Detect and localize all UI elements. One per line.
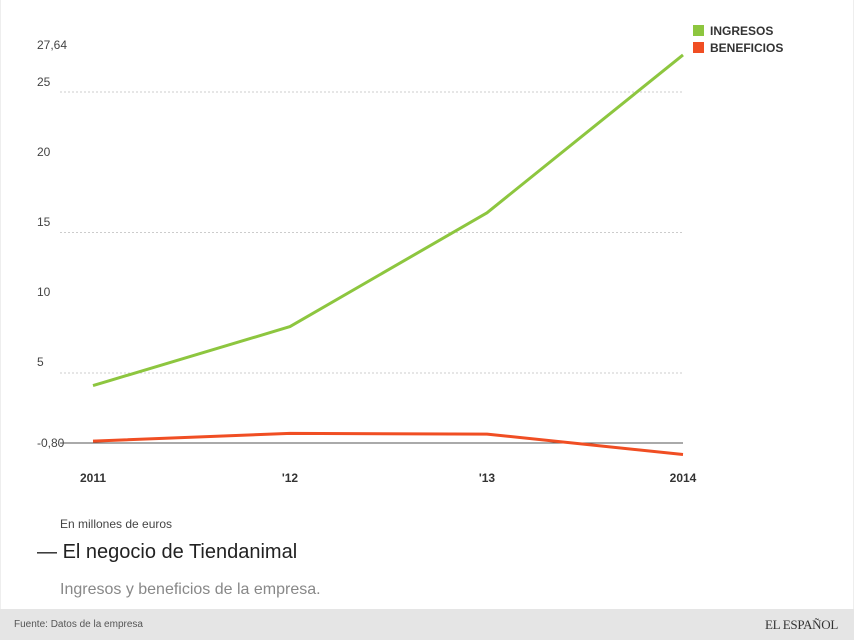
y-axis-labels: 27,64 25 20 15 10 5 -0,80 — [37, 38, 67, 450]
legend-label: BENEFICIOS — [710, 40, 784, 55]
x-tick-label: '13 — [479, 471, 496, 485]
y-tick-label: 27,64 — [37, 38, 67, 52]
series-line-ingresos[interactable] — [92, 53, 684, 388]
y-tick-label: 25 — [37, 75, 51, 89]
x-tick-label: 2011 — [80, 471, 106, 485]
chart-subtitle: Ingresos y beneficios de la empresa. — [60, 581, 321, 598]
chart-title: — El negocio de Tiendanimal — [37, 541, 298, 563]
line-chart: 27,64 25 20 15 10 5 -0,80 2011 '12 '13 2014 — [37, 38, 697, 485]
legend-swatch-ingresos — [693, 25, 704, 36]
y-tick-label: 5 — [37, 355, 44, 369]
y-tick-label: -0,80 — [37, 436, 65, 450]
brand-logo[interactable]: EL ESPAÑOL — [765, 617, 838, 632]
y-tick-label: 20 — [37, 145, 51, 159]
legend-item-beneficios[interactable]: BENEFICIOS — [693, 39, 783, 56]
legend-item-ingresos[interactable]: INGRESOS — [693, 22, 783, 39]
x-tick-label: '12 — [282, 471, 299, 485]
x-axis-labels: 2011 '12 '13 2014 — [80, 471, 697, 485]
footer-bar: Fuente: Datos de la empresa EL ESPAÑOL — [0, 609, 854, 640]
source-text: Fuente: Datos de la empresa — [14, 619, 143, 630]
x-tick-label: 2014 — [670, 471, 697, 485]
gridlines — [60, 91, 683, 374]
y-tick-label: 10 — [37, 285, 51, 299]
unit-label: En millones de euros — [60, 517, 173, 531]
legend-swatch-beneficios — [693, 42, 704, 53]
chart-title-text: El negocio de Tiendanimal — [62, 541, 298, 563]
legend: INGRESOS BENEFICIOS — [693, 22, 783, 56]
series-lines — [92, 53, 684, 456]
y-tick-label: 15 — [37, 215, 51, 229]
legend-label: INGRESOS — [710, 23, 774, 38]
series-line-beneficios[interactable] — [92, 431, 684, 456]
